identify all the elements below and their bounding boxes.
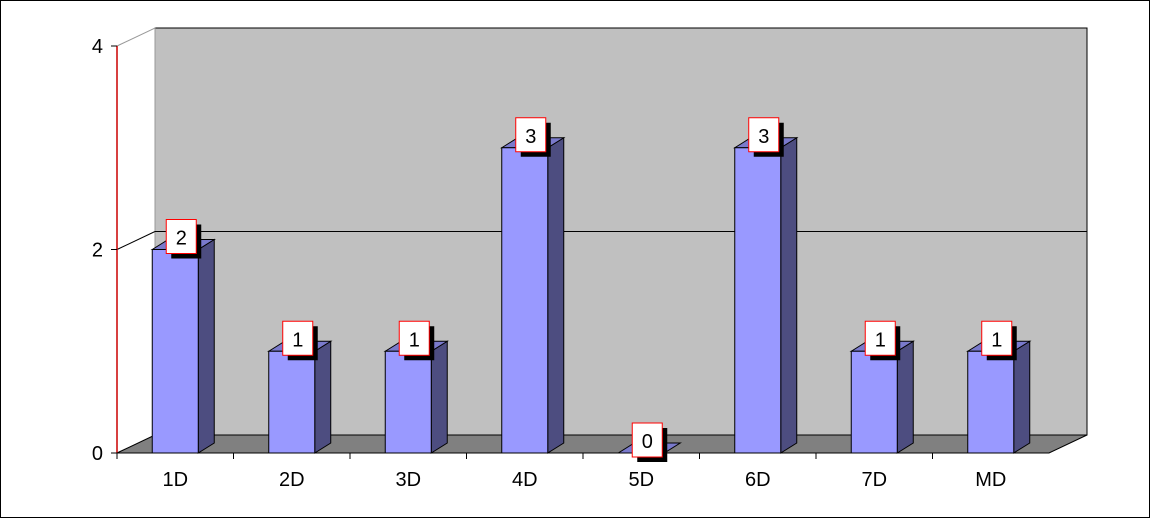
bar-side	[197, 238, 215, 454]
x-tick-label: 7D	[861, 469, 887, 491]
bar	[734, 147, 782, 454]
x-tick-label: 5D	[628, 469, 654, 491]
y-axis-ticks: 0 2 4	[92, 36, 117, 465]
data-label-box	[282, 320, 314, 356]
data-label: 3	[525, 126, 536, 148]
chart-backdrop	[116, 27, 1088, 454]
data-label-box	[981, 320, 1013, 356]
data-labels: 2 1 1 3 0 3 1 1	[165, 117, 1017, 462]
data-label-box	[748, 117, 780, 153]
data-label: 2	[176, 228, 187, 250]
x-tick-label: 3D	[395, 469, 421, 491]
x-tick-label: MD	[975, 469, 1006, 491]
data-label: 1	[292, 329, 303, 351]
bar	[151, 249, 199, 454]
bar-side	[780, 136, 798, 454]
bar	[850, 350, 898, 454]
x-axis-labels: 1D 2D 3D 4D 5D 6D 7D MD	[116, 453, 1006, 491]
bars	[150, 136, 1032, 454]
y-tick-label: 0	[92, 443, 103, 465]
bar	[268, 350, 316, 454]
data-label-box	[165, 219, 197, 254]
bar	[501, 147, 549, 454]
data-label: 3	[758, 126, 769, 148]
bar-side	[547, 136, 565, 454]
data-label: 1	[409, 329, 420, 351]
x-tick-label: 1D	[162, 469, 188, 491]
y-tick-label: 4	[92, 36, 103, 58]
bar	[967, 350, 1015, 454]
x-tick-label: 4D	[512, 469, 538, 491]
x-tick-label: 2D	[279, 469, 305, 491]
data-label: 1	[991, 329, 1002, 351]
data-label-box	[515, 117, 547, 153]
data-label-box	[631, 422, 663, 458]
data-label-box	[398, 320, 430, 356]
y-tick-label: 2	[92, 240, 103, 262]
data-label-box	[864, 320, 896, 356]
data-label: 0	[642, 431, 653, 453]
gridline-side	[116, 231, 156, 250]
bar	[384, 350, 432, 454]
x-tick-label: 6D	[745, 469, 771, 491]
floor	[116, 434, 1088, 454]
data-label: 1	[875, 329, 886, 351]
